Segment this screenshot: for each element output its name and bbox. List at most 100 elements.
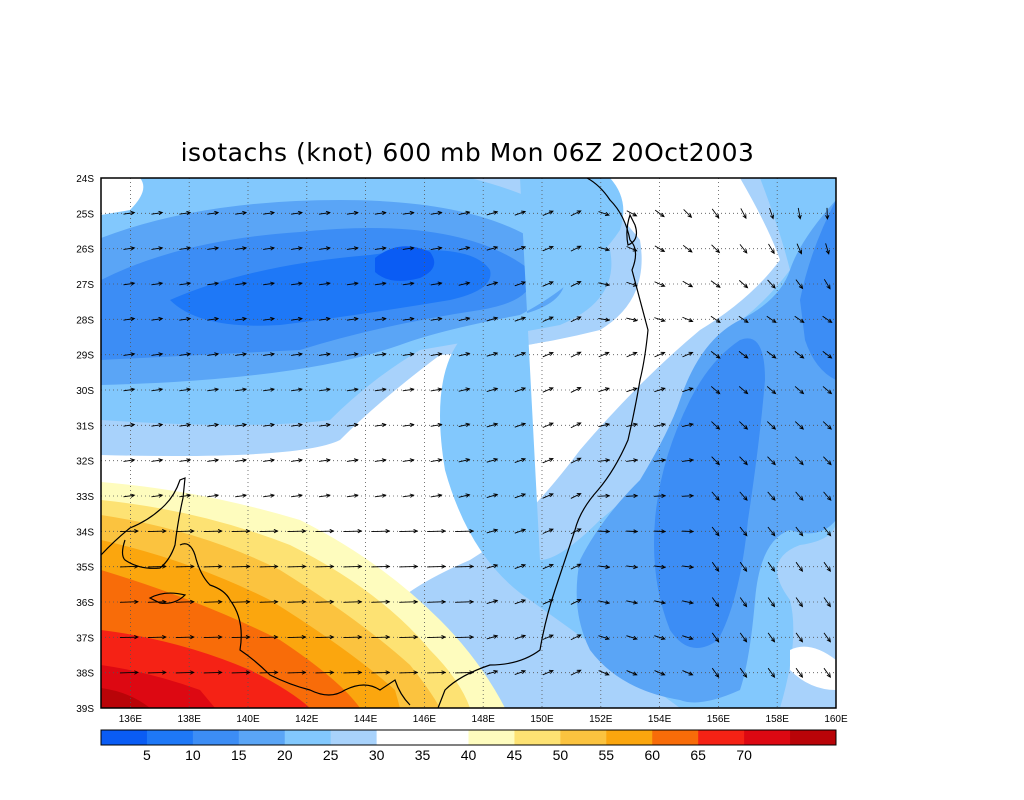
wind-arrow xyxy=(291,210,303,216)
wind-arrow xyxy=(207,281,220,286)
wind-arrow xyxy=(119,635,139,640)
wind-arrow xyxy=(287,670,307,675)
wind-arrow xyxy=(570,387,582,393)
wind-arrow xyxy=(123,458,136,463)
wind-arrow xyxy=(343,564,363,569)
wind-arrow xyxy=(235,422,248,428)
wind-arrow xyxy=(823,456,832,466)
lon-label-154E: 154E xyxy=(648,714,672,725)
wind-arrow xyxy=(514,457,527,463)
wind-arrow xyxy=(263,493,276,498)
wind-arrow xyxy=(318,387,331,392)
colorbar-swatch xyxy=(514,730,561,745)
wind-arrow xyxy=(542,316,554,322)
wind-arrow xyxy=(259,670,279,675)
wind-arrow xyxy=(598,493,611,499)
wind-arrow xyxy=(739,632,748,643)
wind-arrow xyxy=(570,599,582,605)
wind-arrow xyxy=(486,634,499,640)
wind-arrow xyxy=(823,632,831,643)
wind-arrow xyxy=(235,352,248,357)
isotach-max-north xyxy=(375,246,435,281)
wind-arrow xyxy=(119,670,139,675)
coastline xyxy=(100,177,649,709)
wind-arrow xyxy=(514,245,527,251)
wind-arrow xyxy=(458,316,471,322)
wind-arrow xyxy=(318,246,331,251)
wind-arrow xyxy=(430,281,443,286)
wind-arrow xyxy=(259,599,279,604)
wind-arrow xyxy=(767,561,776,572)
wind-arrow xyxy=(175,564,195,569)
lat-label-30S: 30S xyxy=(76,386,94,397)
wind-arrow xyxy=(767,279,776,289)
wind-arrow xyxy=(654,245,666,252)
wind-arrow xyxy=(458,210,471,216)
wind-arrow xyxy=(794,421,805,430)
wind-arrow xyxy=(399,670,419,675)
wind-arrow xyxy=(458,387,471,392)
wind-arrow xyxy=(486,564,499,569)
wind-arrow xyxy=(430,246,443,251)
wind-arrow xyxy=(795,526,804,537)
wind-arrow xyxy=(263,246,276,251)
lat-label-33S: 33S xyxy=(76,492,94,503)
wind-arrow xyxy=(654,351,666,358)
wind-arrow xyxy=(739,244,748,254)
wind-arrow xyxy=(570,245,582,252)
wind-arrow xyxy=(123,422,136,428)
lat-label-25S: 25S xyxy=(76,209,94,220)
lat-lon-grid xyxy=(101,177,837,709)
wind-arrow xyxy=(207,422,220,428)
chart-title: isotachs (knot) 600 mb Mon 06Z 20Oct2003 xyxy=(180,138,755,167)
wind-arrow xyxy=(766,350,777,359)
wind-arrow xyxy=(823,561,831,572)
wind-arrow xyxy=(654,564,667,570)
wind-arrow xyxy=(598,635,610,641)
wind-arrow xyxy=(318,210,331,216)
wind-arrow xyxy=(598,387,610,393)
wind-arrow xyxy=(427,599,447,604)
wind-arrow xyxy=(151,458,164,463)
lat-label-37S: 37S xyxy=(76,633,94,644)
wind-arrow xyxy=(654,458,667,463)
wind-arrow xyxy=(346,246,359,251)
wind-arrow xyxy=(235,387,248,392)
wind-arrow xyxy=(739,561,748,572)
wind-arrow xyxy=(207,246,220,251)
lon-label-138E: 138E xyxy=(178,714,202,725)
wind-arrow xyxy=(123,210,136,216)
wind-arrow xyxy=(769,207,775,220)
wind-arrow xyxy=(179,246,192,251)
wind-arrow xyxy=(291,387,303,392)
wind-arrow xyxy=(235,281,248,286)
wind-arrow xyxy=(682,458,695,463)
wind-arrow xyxy=(427,529,447,534)
lon-label-142E: 142E xyxy=(295,714,319,725)
wind-arrow xyxy=(399,599,419,604)
wind-arrow xyxy=(374,316,387,322)
wind-arrow xyxy=(455,564,475,569)
wind-arrow xyxy=(486,352,499,357)
lat-label-39S: 39S xyxy=(76,704,94,715)
wind-arrow xyxy=(654,493,667,499)
wind-arrow xyxy=(371,635,391,640)
colorbar-swatch xyxy=(652,730,699,745)
wind-arrow xyxy=(402,493,415,498)
wind-arrow xyxy=(430,352,443,357)
wind-arrow xyxy=(430,422,443,428)
wind-arrow xyxy=(175,635,195,640)
wind-arrow xyxy=(458,493,471,498)
wind-arrow xyxy=(682,493,695,499)
wind-arrow xyxy=(427,564,447,569)
wind-arrow xyxy=(318,493,331,498)
wind-arrow xyxy=(514,669,527,675)
wind-arrow xyxy=(427,670,447,675)
colorbar-swatch xyxy=(422,730,469,745)
wind-arrow xyxy=(486,281,499,286)
wind-arrow xyxy=(455,529,475,534)
wind-arrow xyxy=(542,387,554,393)
wind-arrow xyxy=(542,493,554,499)
wind-arrow xyxy=(402,422,415,428)
wind-arrow xyxy=(767,456,776,466)
